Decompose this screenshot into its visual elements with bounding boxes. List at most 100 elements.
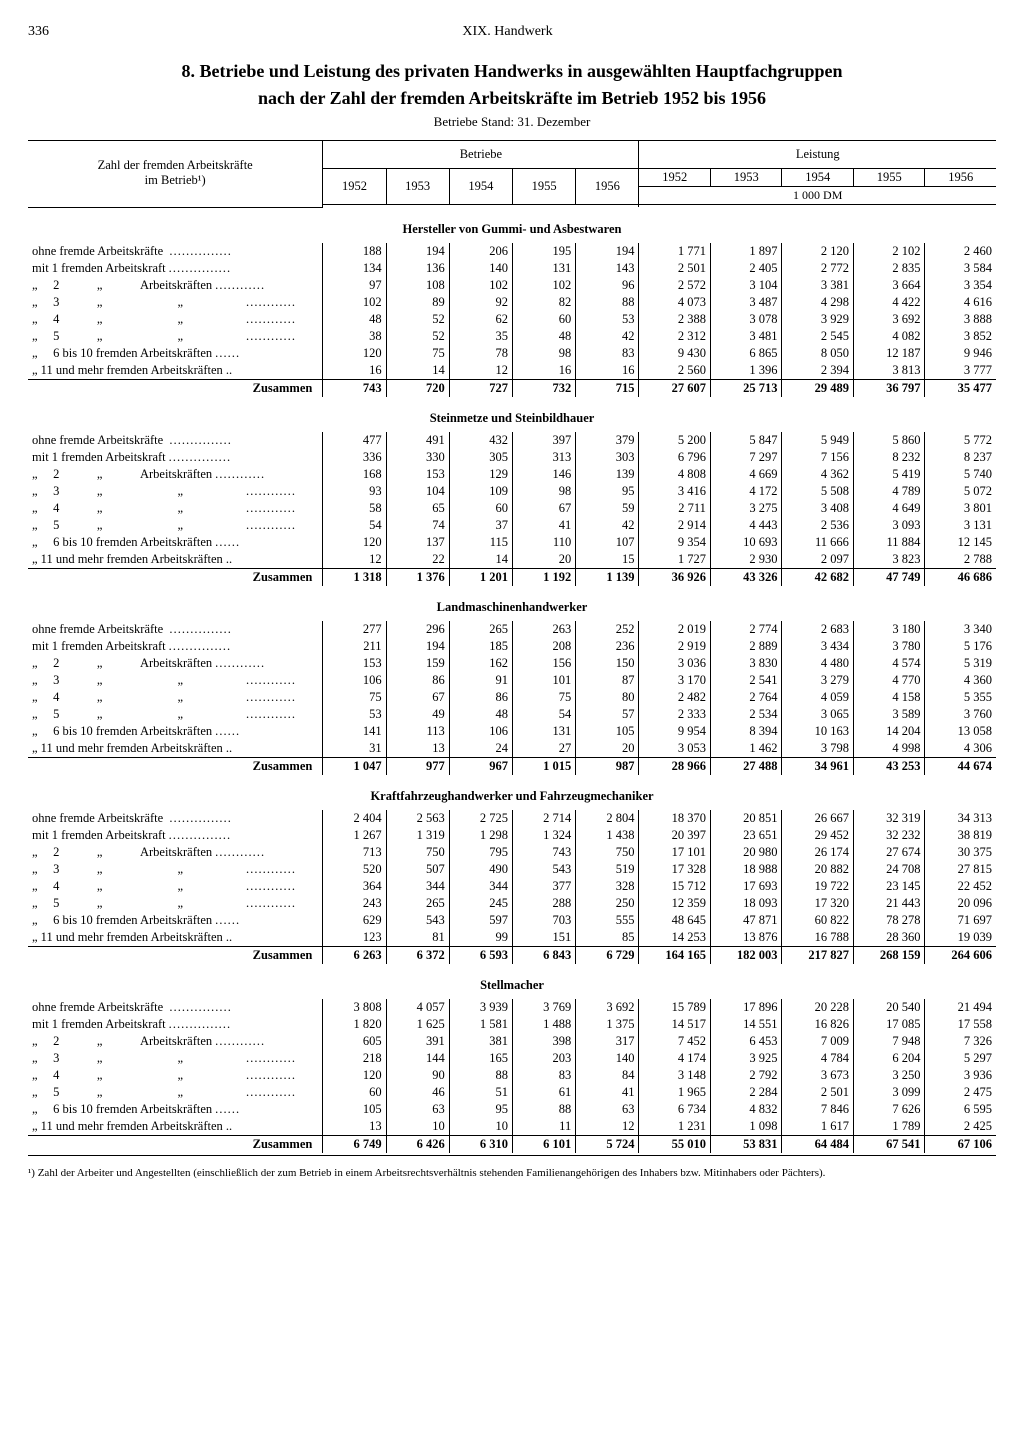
row-label: „ 4 „ „ ………… [28,311,323,328]
cell: 32 232 [853,827,925,844]
group-leistung: Leistung [639,141,996,169]
cell: 5 176 [925,638,996,655]
sum-label: Zusammen [28,757,323,775]
cell: 150 [576,655,639,672]
cell: 4 669 [710,466,782,483]
cell: 1 488 [513,1016,576,1033]
page-header: 336 XIX. Handwerk [28,24,996,40]
col-1955-b: 1955 [513,169,576,205]
cell: 75 [323,689,386,706]
row-label: „ 2 „ Arbeitskräften ………… [28,466,323,483]
cell: 71 697 [925,912,996,929]
cell: 81 [386,929,449,947]
cell: 168 [323,466,386,483]
cell: 108 [386,277,449,294]
row-label: mit 1 fremden Arbeitskraft …………… [28,827,323,844]
row-label: „ 4 „ „ ………… [28,878,323,895]
cell: 6 204 [853,1050,925,1067]
section-title: Landmaschinenhandwerker [28,586,996,621]
cell: 3 888 [925,311,996,328]
cell: 4 808 [639,466,711,483]
cell: 328 [576,878,639,895]
cell: 60 [323,1084,386,1101]
cell: 102 [449,277,512,294]
sum-cell: 1 318 [323,568,386,586]
cell: 4 480 [782,655,854,672]
cell: 3 584 [925,260,996,277]
cell: 9 430 [639,345,711,362]
cell: 2 541 [710,672,782,689]
cell: 1 820 [323,1016,386,1033]
cell: 88 [449,1067,512,1084]
cell: 14 204 [853,723,925,740]
cell: 120 [323,345,386,362]
cell: 80 [576,689,639,706]
cell: 490 [449,861,512,878]
group-betriebe: Betriebe [323,141,639,169]
cell: 629 [323,912,386,929]
cell: 52 [386,311,449,328]
cell: 1 319 [386,827,449,844]
cell: 4 082 [853,328,925,345]
cell: 63 [576,1101,639,1118]
cell: 99 [449,929,512,947]
cell: 17 101 [639,844,711,861]
cell: 4 073 [639,294,711,311]
sum-cell: 47 749 [853,568,925,586]
cell: 2 482 [639,689,711,706]
cell: 67 [513,500,576,517]
cell: 123 [323,929,386,947]
cell: 1 789 [853,1118,925,1136]
cell: 24 [449,740,512,758]
cell: 12 [323,551,386,569]
sum-cell: 164 165 [639,946,711,964]
cell: 20 [513,551,576,569]
footnote: ¹) Zahl der Arbeiter und Angestellten (e… [28,1166,996,1180]
cell: 15 712 [639,878,711,895]
col-1956-l: 1956 [925,169,996,187]
row-label: „ 2 „ Arbeitskräften ………… [28,277,323,294]
cell: 3 279 [782,672,854,689]
cell: 3 408 [782,500,854,517]
sum-cell: 36 926 [639,568,711,586]
cell: 46 [386,1084,449,1101]
row-label: „ 3 „ „ ………… [28,861,323,878]
cell: 48 [323,311,386,328]
cell: 1 625 [386,1016,449,1033]
row-label: „ 6 bis 10 fremden Arbeitskräften …… [28,534,323,551]
sum-cell: 6 426 [386,1135,449,1153]
cell: 16 [323,362,386,380]
cell: 10 693 [710,534,782,551]
cell: 12 [576,1118,639,1136]
sum-cell: 67 541 [853,1135,925,1153]
cell: 37 [449,517,512,534]
cell: 288 [513,895,576,912]
row-label: ohne fremde Arbeitskräfte …………… [28,810,323,827]
row-label: „ 6 bis 10 fremden Arbeitskräften …… [28,912,323,929]
sum-cell: 6 372 [386,946,449,964]
cell: 3 434 [782,638,854,655]
cell: 2 560 [639,362,711,380]
cell: 507 [386,861,449,878]
cell: 2 312 [639,328,711,345]
sum-cell: 1 139 [576,568,639,586]
cell: 53 [323,706,386,723]
cell: 252 [576,621,639,638]
cell: 98 [513,345,576,362]
cell: 3 801 [925,500,996,517]
cell: 95 [576,483,639,500]
cell: 86 [449,689,512,706]
cell: 3 180 [853,621,925,638]
cell: 750 [386,844,449,861]
cell: 107 [576,534,639,551]
cell: 206 [449,243,512,260]
cell: 7 948 [853,1033,925,1050]
cell: 8 232 [853,449,925,466]
cell: 703 [513,912,576,929]
cell: 17 320 [782,895,854,912]
sum-cell: 268 159 [853,946,925,964]
col-1954-l: 1954 [782,169,854,187]
cell: 93 [323,483,386,500]
cell: 143 [576,260,639,277]
cell: 20 [576,740,639,758]
